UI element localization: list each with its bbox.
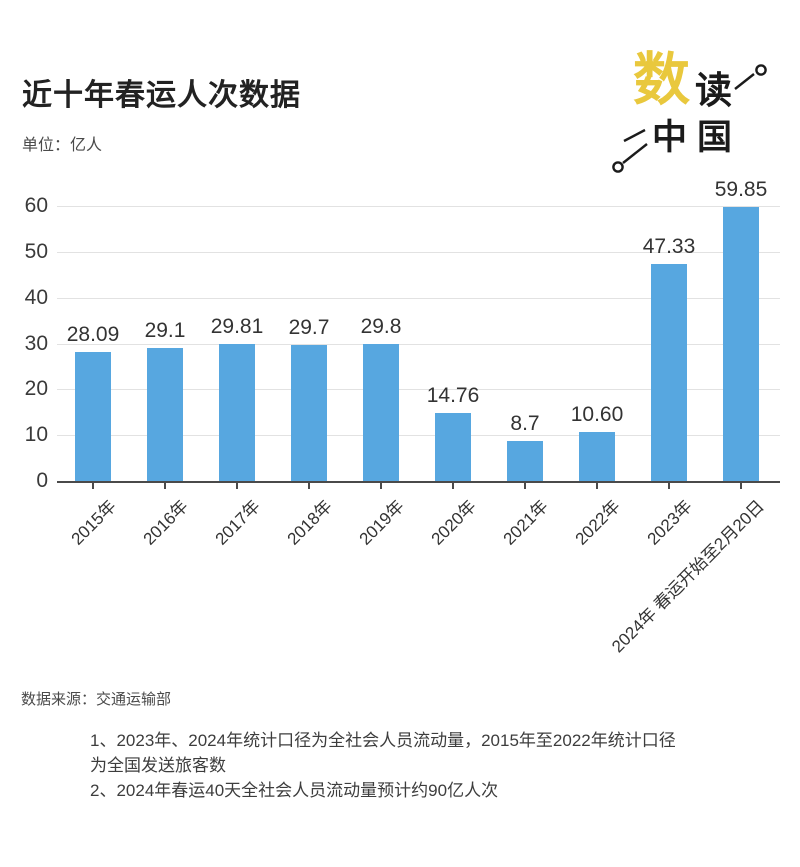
bar-2024年 春运开始至2月20日 [723, 206, 759, 481]
bar-2018年 [291, 344, 327, 481]
page-title: 近十年春运人次数据 [22, 79, 301, 112]
data-source-label: 数据来源：交通运输部 [21, 691, 172, 708]
logo-char-guo: 国 [697, 118, 733, 157]
gridline-40 [57, 297, 780, 299]
y-tick-label-40: 40 [24, 285, 48, 309]
footnote-line: 2、2024年春运40天全社会人员流动量预计约90亿人次 [90, 781, 499, 800]
bar-2023年 [651, 264, 687, 481]
bar-value-label: 29.81 [210, 315, 264, 339]
bar-value-label: 29.7 [288, 315, 330, 339]
x-axis-tick [380, 483, 382, 489]
bar-2019年 [363, 344, 399, 481]
bar-value-label: 29.8 [360, 315, 402, 339]
bar-2015年 [75, 352, 111, 481]
footnotes: 1、2023年、2024年统计口径为全社会人员流动量，2015年至2022年统计… [90, 728, 676, 803]
x-axis-tick [740, 483, 742, 489]
bar-chart-plot-area: 28.09 29.1 29.81 29.7 29.8 14.76 8.7 10.60 47.33… [57, 178, 780, 481]
y-tick-label-20: 20 [24, 377, 48, 401]
x-category-label: 2021年 [499, 496, 552, 549]
bar-value-label: 47.33 [642, 235, 696, 259]
x-axis-tick [668, 483, 670, 489]
bar-value-label: 10.60 [570, 403, 624, 427]
x-axis-line [57, 481, 780, 483]
x-category-label: 2020年 [427, 496, 480, 549]
unit-label: 单位：亿人 [22, 137, 103, 154]
logo-char-du: 读 [695, 71, 732, 112]
bar-value-label: 8.7 [510, 412, 540, 436]
x-category-label: 2017年 [211, 496, 264, 549]
bar-2017年 [219, 344, 255, 481]
y-tick-label-10: 10 [24, 423, 48, 447]
x-axis-tick [596, 483, 598, 489]
x-category-label: 2023年 [643, 496, 696, 549]
x-axis-tick [92, 483, 94, 489]
bar-value-label: 14.76 [426, 384, 480, 408]
x-category-label: 2016年 [139, 496, 192, 549]
gridline-30 [57, 343, 780, 345]
gridline-60 [57, 206, 780, 207]
bar-2016年 [147, 347, 183, 481]
bar-2020年 [435, 413, 471, 481]
needle-ornament-icon [612, 64, 767, 173]
shudu-zhongguo-logo: 数 读 中 国 [600, 40, 800, 185]
x-axis-tick [452, 483, 454, 489]
logo-char-zhong: 中 [652, 118, 688, 157]
gridline-50 [57, 251, 780, 253]
bar-2021年 [507, 441, 543, 481]
bar-value-label: 59.85 [714, 177, 768, 201]
x-category-label: 2018年 [283, 496, 336, 549]
x-category-label: 2019年 [355, 496, 408, 549]
x-axis-tick [164, 483, 166, 489]
x-axis-tick [236, 483, 238, 489]
bar-value-label: 28.09 [66, 323, 120, 347]
y-tick-label-0: 0 [36, 469, 48, 492]
x-axis-tick [308, 483, 310, 489]
logo-char-shu: 数 [633, 49, 690, 112]
y-tick-label-30: 30 [24, 331, 48, 355]
footnote-line: 1、2023年、2024年统计口径为全社会人员流动量，2015年至2022年统计… [90, 731, 676, 750]
x-category-label: 2015年 [67, 496, 120, 549]
gridline-10 [57, 435, 780, 437]
x-category-label: 2022年 [571, 496, 624, 549]
footnote-line: 为全国发送旅客数 [90, 756, 226, 775]
bar-2022年 [579, 432, 615, 481]
x-axis-tick [524, 483, 526, 489]
y-tick-label-50: 50 [24, 239, 48, 263]
bar-value-label: 29.1 [144, 318, 186, 342]
gridline-20 [57, 389, 780, 391]
y-tick-label-60: 60 [24, 194, 48, 217]
